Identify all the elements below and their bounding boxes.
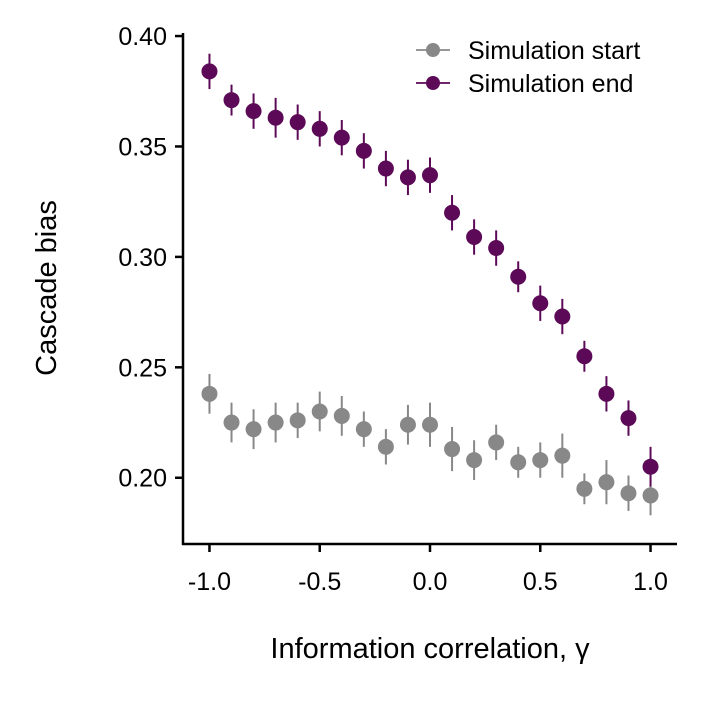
data-point — [399, 416, 416, 433]
data-point — [554, 447, 571, 464]
legend-marker-simulation-end — [426, 76, 440, 90]
series-simulation-start — [201, 373, 659, 516]
data-point — [223, 414, 240, 431]
y-tick-label: 0.35 — [118, 133, 167, 161]
data-point — [377, 160, 394, 177]
data-point — [620, 410, 637, 427]
data-point — [576, 480, 593, 497]
data-point — [466, 229, 483, 246]
data-point — [598, 385, 615, 402]
x-tick-label: -0.5 — [298, 568, 341, 596]
data-point — [510, 268, 527, 285]
x-tick-label: 0.0 — [413, 568, 448, 596]
series-layer — [201, 53, 659, 516]
ticks-layer: 0.20 0.25 0.30 0.35 0.40 -1.0 -0.5 0.0 0.5 1.0 — [118, 23, 668, 596]
x-tick-label: 0.5 — [523, 568, 558, 596]
data-point — [355, 421, 372, 438]
y-tick-label: 0.25 — [118, 354, 167, 382]
y-tick-label: 0.40 — [118, 23, 167, 51]
legend-item-simulation-start: Simulation start — [416, 37, 640, 65]
data-point — [488, 240, 505, 257]
data-point — [245, 421, 262, 438]
x-axis-label: Information correlation, γ — [270, 633, 590, 665]
data-point — [642, 487, 659, 504]
x-tick-label: -1.0 — [188, 568, 231, 596]
data-point — [444, 441, 461, 458]
data-point — [311, 120, 328, 137]
data-point — [223, 92, 240, 109]
data-point — [466, 452, 483, 469]
data-point — [598, 474, 615, 491]
data-point — [377, 438, 394, 455]
data-point — [355, 142, 372, 159]
data-point — [267, 109, 284, 126]
y-tick-label: 0.30 — [118, 244, 167, 272]
x-tick-label: 1.0 — [633, 568, 668, 596]
legend-item-simulation-end: Simulation end — [416, 70, 633, 98]
y-tick-label: 0.20 — [118, 465, 167, 493]
data-point — [399, 169, 416, 186]
legend-marker-simulation-start — [426, 43, 440, 57]
legend: Simulation start Simulation end — [416, 37, 640, 98]
data-point — [201, 63, 218, 80]
legend-label-simulation-end: Simulation end — [468, 70, 633, 98]
data-point — [333, 129, 350, 146]
data-point — [510, 454, 527, 471]
series-simulation-end — [201, 53, 659, 487]
legend-label-simulation-start: Simulation start — [468, 37, 640, 65]
data-point — [576, 348, 593, 365]
data-point — [488, 434, 505, 451]
data-point — [422, 167, 438, 184]
data-point — [554, 308, 571, 325]
data-point — [422, 416, 438, 433]
data-point — [267, 414, 284, 431]
data-point — [532, 452, 549, 469]
data-point — [245, 103, 262, 120]
data-point — [289, 114, 306, 131]
data-point — [201, 385, 218, 402]
data-point — [532, 295, 549, 312]
data-point — [642, 458, 659, 475]
data-point — [444, 204, 461, 221]
data-point — [620, 485, 637, 502]
data-point — [333, 407, 350, 424]
y-axis-label: Cascade bias — [31, 200, 63, 376]
data-point — [289, 412, 306, 429]
data-point — [311, 403, 328, 420]
